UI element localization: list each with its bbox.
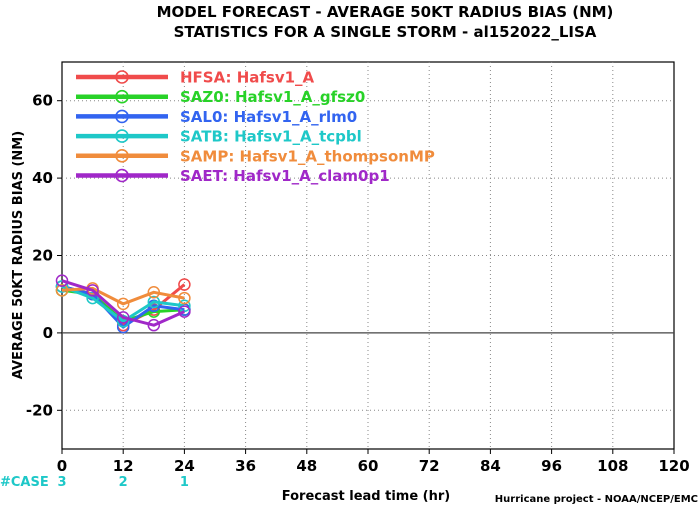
case-count: 3 (57, 475, 66, 490)
x-tick-label: 108 (597, 457, 628, 475)
data-point-saet (86, 284, 99, 297)
y-tick-label: 0 (43, 324, 53, 342)
data-point-saet (147, 318, 161, 332)
x-tick-label: 24 (174, 457, 195, 475)
legend-label-saet: SAET: Hafsv1_A_clam0p1 (180, 167, 390, 185)
legend-marker-satb (115, 129, 129, 143)
data-point-samp (178, 291, 191, 305)
data-point-hfsa (178, 278, 191, 291)
data-point-satb (86, 291, 99, 305)
x-tick-label: 120 (658, 457, 689, 475)
series-lines (55, 274, 191, 334)
legend-label-satb: SATB: Hafsv1_A_tcpbl (180, 128, 362, 146)
data-point-saet (178, 305, 191, 318)
case-counts: #CASE 3 2 1 (0, 475, 189, 490)
x-tick-label: 96 (541, 457, 562, 475)
credit-text: Hurricane project - NOAA/NCEP/EMC (495, 494, 698, 505)
x-tick-label: 60 (358, 457, 379, 475)
legend-marker-hfsa (115, 70, 129, 84)
legend-label-samp: SAMP: Hafsv1_A_thompsonMP (180, 147, 435, 165)
series-line-samp (61, 286, 185, 306)
case-count: 1 (180, 475, 189, 490)
legend-label-saz0: SAZ0: Hafsv1_A_gfsz0 (180, 88, 365, 106)
chart-title-line-2: STATISTICS FOR A SINGLE STORM - al152022… (174, 23, 597, 41)
legend-label-sal0: SAL0: Hafsv1_A_rlm0 (180, 108, 357, 126)
case-count: 2 (119, 475, 128, 490)
data-point-samp (116, 297, 130, 311)
series-line-satb (61, 285, 185, 323)
data-point-satb (178, 299, 191, 313)
y-axis-label: AVERAGE 50KT RADIUS BIAS (NM) (11, 131, 26, 379)
data-point-saet (116, 311, 130, 324)
case-label: #CASE (0, 475, 49, 490)
x-tick-labels: 0 12 24 36 48 60 72 84 96 108 120 (57, 449, 690, 475)
x-axis-label: Forecast lead time (hr) (282, 489, 450, 504)
y-tick-label: 20 (32, 247, 53, 265)
y-tick-label: 40 (32, 169, 53, 187)
grid (62, 62, 674, 449)
data-point-samp (55, 284, 69, 297)
data-point-saet (55, 274, 69, 287)
legend-marker-saet (115, 168, 129, 183)
y-tick-labels: -20 0 20 40 60 (26, 92, 62, 419)
series-line-saet (61, 279, 186, 327)
chart-title-line-1: MODEL FORECAST - AVERAGE 50KT RADIUS BIA… (157, 3, 614, 21)
x-tick-label: 36 (235, 457, 256, 475)
legend-marker-saz0 (115, 89, 129, 104)
legend-marker-sal0 (115, 109, 129, 124)
x-tick-label: 48 (296, 457, 317, 475)
x-tick-label: 0 (57, 457, 67, 475)
data-point-satb (147, 295, 161, 309)
x-tick-label: 72 (419, 457, 440, 475)
legend-label-hfsa: HFSA: Hafsv1_A (180, 69, 315, 87)
y-tick-label: -20 (26, 401, 53, 419)
y-tick-label: 60 (32, 92, 53, 110)
legend-marker-samp (115, 149, 129, 163)
data-point-samp (147, 286, 161, 299)
x-tick-label: 12 (113, 457, 134, 475)
x-tick-label: 84 (480, 457, 501, 475)
